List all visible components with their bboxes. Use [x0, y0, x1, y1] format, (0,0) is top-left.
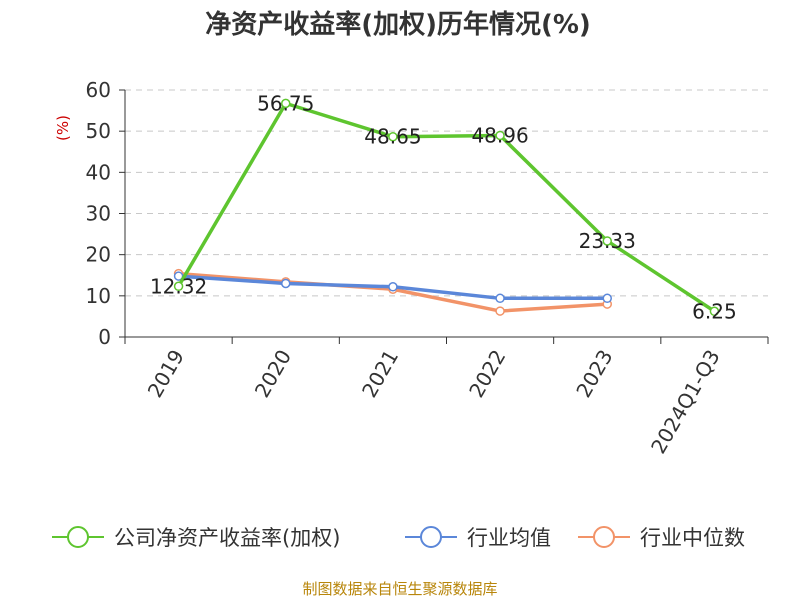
- chart-title: 净资产收益率(加权)历年情况(%): [205, 9, 591, 40]
- x-tick-label: 2022: [464, 346, 510, 402]
- data-point: [388, 282, 398, 292]
- x-tick-label: 2019: [143, 346, 189, 402]
- grid-lines: [125, 89, 768, 297]
- data-point: [495, 306, 505, 316]
- y-tick-label: 60: [86, 78, 111, 102]
- y-tick-label: 0: [98, 325, 111, 349]
- legend-label: 行业均值: [467, 526, 551, 550]
- data-point: [281, 98, 291, 109]
- x-tick-label: 2021: [357, 346, 403, 402]
- data-point: [709, 306, 720, 317]
- y-tick-label: 30: [86, 202, 111, 226]
- data-labels: 12.32 56.75 48.65 48.96 23.33 6.25: [150, 91, 737, 323]
- y-axis-unit: (%): [54, 115, 72, 141]
- y-tick-label: 10: [86, 284, 111, 308]
- data-point: [173, 281, 184, 292]
- legend-marker: [593, 526, 615, 548]
- source-note: 制图数据来自恒生聚源数据库: [302, 580, 497, 598]
- data-label: 23.33: [579, 229, 636, 253]
- legend-label: 行业中位数: [640, 526, 745, 550]
- x-tick-label: 2024Q1-Q3: [646, 346, 725, 458]
- data-point: [602, 293, 612, 304]
- y-tick-label: 40: [86, 160, 111, 184]
- data-point: [281, 278, 291, 289]
- data-label: 48.96: [471, 123, 528, 147]
- legend-label: 公司净资产收益率(加权): [114, 526, 340, 550]
- data-point: [388, 131, 398, 142]
- data-label: 48.65: [364, 125, 421, 149]
- data-point: [495, 293, 505, 304]
- data-point: [602, 236, 612, 246]
- data-point: [495, 130, 505, 141]
- x-tick-label: 2020: [250, 346, 296, 402]
- legend-marker: [420, 526, 442, 548]
- x-tick-label: 2023: [571, 346, 617, 402]
- data-label: 6.25: [692, 299, 737, 323]
- legend: 公司净资产收益率(加权) 行业均值 行业中位数: [52, 526, 745, 550]
- y-tick-label: 20: [86, 243, 111, 267]
- series-line: [176, 101, 717, 314]
- series-lines: [173, 98, 720, 317]
- data-label: 12.32: [150, 274, 207, 298]
- legend-marker: [67, 526, 89, 548]
- y-tick-label: 50: [86, 119, 111, 143]
- data-label: 56.75: [257, 91, 314, 115]
